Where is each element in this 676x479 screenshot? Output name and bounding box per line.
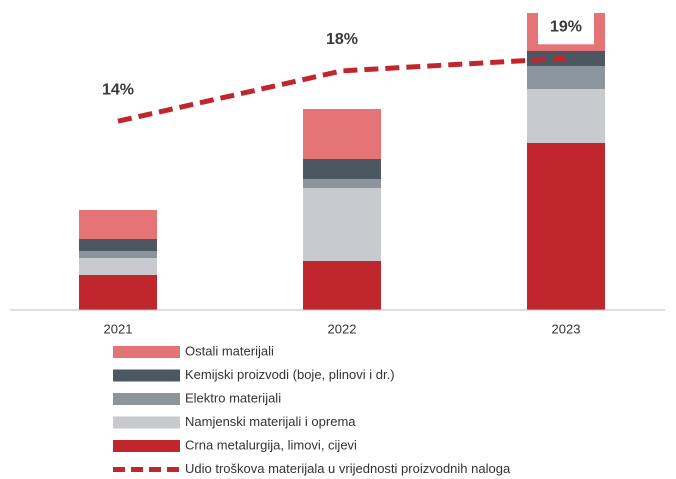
legend-swatch: [113, 393, 180, 405]
value-label: 14%: [102, 81, 134, 98]
bar-segment: [303, 109, 381, 159]
legend-swatch: [113, 346, 180, 358]
legend-swatch: [113, 440, 180, 452]
legend-label: Kemijski proizvodi (boje, plinovi i dr.): [185, 367, 395, 382]
bar-segment: [79, 258, 157, 275]
x-tick-label: 2021: [104, 321, 133, 336]
bar-segment: [303, 179, 381, 188]
legend-label: Elektro materijali: [185, 390, 281, 405]
x-tick-label: 2022: [328, 321, 357, 336]
bar-segment: [527, 143, 605, 310]
x-tick-label: 2023: [552, 321, 581, 336]
bar-segment: [303, 261, 381, 310]
legend-swatch: [113, 369, 180, 382]
bar-segment: [79, 275, 157, 310]
legend-label: Ostali materijali: [185, 343, 274, 358]
bar-segment: [303, 159, 381, 179]
bar-segment: [79, 251, 157, 258]
legend-label: Crna metalurgija, limovi, cijevi: [185, 437, 357, 452]
bar-segment: [527, 66, 605, 89]
label-box: [538, 12, 594, 45]
legend-label: Namjenski materijali i oprema: [185, 414, 356, 429]
legend-swatch: [113, 416, 180, 429]
legend-label: Udio troškova materijala u vrijednosti p…: [185, 461, 511, 476]
value-label: 18%: [326, 31, 358, 48]
line: [117, 55, 567, 124]
value-label: 19%: [550, 19, 582, 36]
bar-segment: [303, 188, 381, 261]
bar-segment: [527, 89, 605, 143]
bar-segment: [79, 239, 157, 251]
bar-segment: [79, 210, 157, 239]
